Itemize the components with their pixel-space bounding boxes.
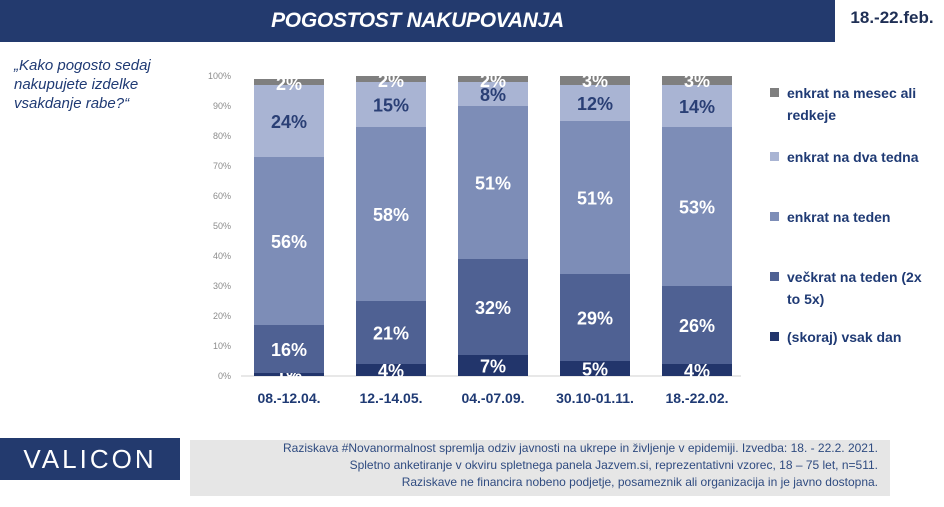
footnote-line: Raziskave ne financira nobeno podjetje, … xyxy=(401,475,878,489)
footnote: Raziskava #Novanormalnost spremlja odziv… xyxy=(190,440,890,496)
bar-segment xyxy=(356,76,426,82)
bar-segment xyxy=(254,373,324,376)
bar-segment xyxy=(458,259,528,355)
bar-segment xyxy=(560,121,630,274)
data-label: 58% xyxy=(373,205,409,225)
bar-segment xyxy=(254,79,324,85)
bar-segment xyxy=(254,85,324,157)
bar-segment xyxy=(356,364,426,376)
y-tick-label: 20% xyxy=(213,311,231,321)
legend-label: enkrat na mesec ali redkeje xyxy=(787,85,917,123)
legend-label: večkrat na teden (2x to 5x) xyxy=(787,269,922,307)
survey-question: „Kako pogosto sedaj nakupujete izdelke v… xyxy=(14,57,151,112)
legend-swatch xyxy=(770,332,779,341)
data-label: 3% xyxy=(582,71,608,91)
data-label: 5% xyxy=(582,360,608,380)
y-tick-label: 60% xyxy=(213,191,231,201)
y-tick-label: 100% xyxy=(208,71,231,81)
bar-segment xyxy=(662,127,732,286)
stacked-bar-chart: 0%10%20%30%40%50%60%70%80%90%100%1%16%56… xyxy=(208,71,741,406)
legend-item-monthly: enkrat na mesec ali redkeje xyxy=(770,82,937,126)
x-tick-label: 12.-14.05. xyxy=(359,390,422,406)
data-label: 51% xyxy=(475,174,511,194)
legend-item-weekly: enkrat na teden xyxy=(770,206,937,228)
legend-item-several-weekly: večkrat na teden (2x to 5x) xyxy=(770,266,937,310)
y-tick-label: 80% xyxy=(213,131,231,141)
data-label: 2% xyxy=(276,74,302,94)
data-label: 2% xyxy=(378,71,404,91)
x-tick-label: 08.-12.04. xyxy=(257,390,320,406)
legend-label: enkrat na dva tedna xyxy=(787,149,919,165)
bar-segment xyxy=(356,82,426,127)
bar-segment xyxy=(662,85,732,127)
legend-swatch xyxy=(770,272,779,281)
data-label: 14% xyxy=(679,97,715,117)
bar-segment xyxy=(356,301,426,364)
legend-swatch xyxy=(770,152,779,161)
bar-segment xyxy=(254,157,324,325)
bar-segment xyxy=(560,274,630,361)
bar-segment xyxy=(662,76,732,85)
data-label: 51% xyxy=(577,189,613,209)
bar-segment xyxy=(560,85,630,121)
data-label: 3% xyxy=(684,71,710,91)
y-tick-label: 40% xyxy=(213,251,231,261)
legend-label: enkrat na teden xyxy=(787,209,891,225)
data-label: 29% xyxy=(577,309,613,329)
bar-segment xyxy=(458,82,528,106)
y-tick-label: 70% xyxy=(213,161,231,171)
legend-swatch xyxy=(770,212,779,221)
data-label: 16% xyxy=(271,340,307,360)
data-label: 26% xyxy=(679,316,715,336)
brand-logo: VALICON xyxy=(0,438,180,480)
data-label: 7% xyxy=(480,357,506,377)
data-label: 8% xyxy=(480,85,506,105)
brand-name: VALICON xyxy=(23,443,157,474)
date-range: 18.-22.feb. xyxy=(850,8,934,27)
data-label: 53% xyxy=(679,198,715,218)
bar-segment xyxy=(458,355,528,376)
data-label: 12% xyxy=(577,94,613,114)
bar-segment xyxy=(560,361,630,376)
footnote-line: Spletno anketiranje v okviru spletnega p… xyxy=(349,458,878,472)
x-tick-label: 30.10-01.11. xyxy=(556,390,634,406)
bar-segment xyxy=(356,127,426,301)
legend-item-daily: (skoraj) vsak dan xyxy=(770,326,937,348)
bar-segment xyxy=(662,286,732,364)
y-tick-label: 50% xyxy=(213,221,231,231)
legend-label: (skoraj) vsak dan xyxy=(787,329,902,345)
y-tick-label: 10% xyxy=(213,341,231,351)
footnote-line: Raziskava #Novanormalnost spremlja odziv… xyxy=(283,441,878,455)
bar-segment xyxy=(458,106,528,259)
bar-segment xyxy=(662,364,732,376)
title-bar: POGOSTOST NAKUPOVANJA xyxy=(0,0,835,42)
y-tick-label: 30% xyxy=(213,281,231,291)
data-label: 21% xyxy=(373,324,409,344)
data-label: 4% xyxy=(378,361,404,381)
data-label: 24% xyxy=(271,112,307,132)
legend-swatch xyxy=(770,88,779,97)
data-label: 2% xyxy=(480,71,506,91)
bar-segment xyxy=(254,325,324,373)
x-tick-label: 18.-22.02. xyxy=(665,390,728,406)
data-label: 32% xyxy=(475,298,511,318)
bar-segment xyxy=(458,76,528,82)
page-title: POGOSTOST NAKUPOVANJA xyxy=(271,9,564,32)
data-label: 15% xyxy=(373,96,409,116)
y-tick-label: 0% xyxy=(218,371,231,381)
data-label: 56% xyxy=(271,232,307,252)
y-tick-label: 90% xyxy=(213,101,231,111)
x-tick-label: 04.-07.09. xyxy=(461,390,524,406)
legend-item-biweekly: enkrat na dva tedna xyxy=(770,146,937,168)
data-label: 4% xyxy=(684,361,710,381)
bar-segment xyxy=(560,76,630,85)
